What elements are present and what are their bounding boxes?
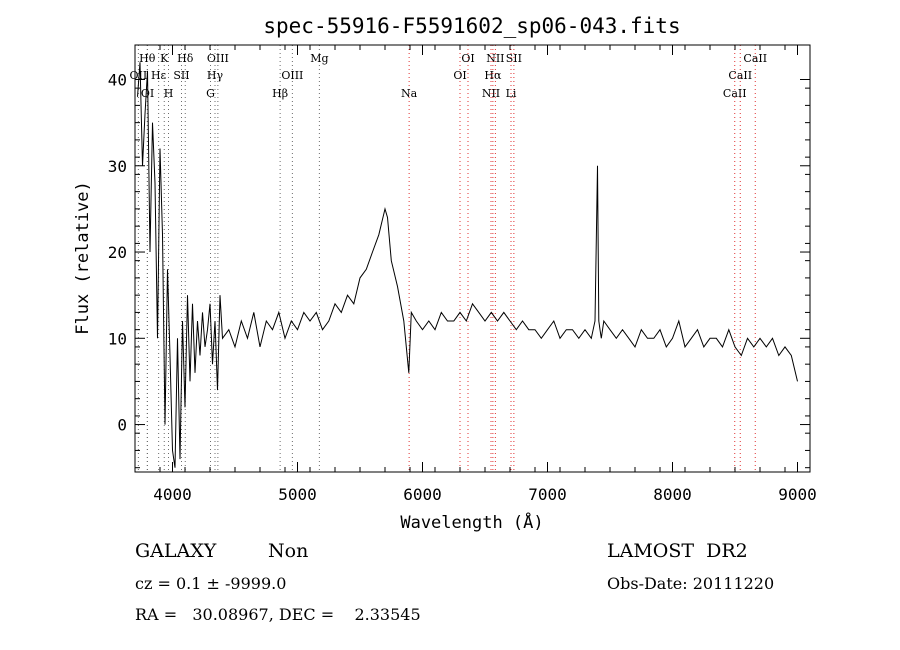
spectral-line-label: CaII xyxy=(743,52,767,65)
spectral-line-label: H xyxy=(164,87,174,100)
spectral-line-label: Li xyxy=(506,87,517,100)
spectral-line-label: K xyxy=(160,52,169,65)
y-axis-label: Flux (relative) xyxy=(73,181,93,335)
spectral-line-label: Hθ xyxy=(139,52,156,65)
series-layer xyxy=(137,62,798,468)
spectral-line-label: Hα xyxy=(484,69,502,82)
spectral-line-label: Mg xyxy=(310,52,328,65)
chart-title: spec-55916-F5591602_sp06-043.fits xyxy=(263,14,680,38)
spectral-line-label: Na xyxy=(401,87,418,100)
spectral-line-label: Hε xyxy=(151,69,167,82)
spectral-line-label: OIII xyxy=(281,69,303,82)
object-class: GALAXY xyxy=(135,540,217,562)
plot-frame xyxy=(134,44,811,473)
spectral-line-label: CaII xyxy=(728,69,752,82)
survey-name: LAMOST DR2 xyxy=(607,540,748,562)
spectral-line-label: NII xyxy=(482,87,500,100)
spectral-line-label: OI xyxy=(453,69,466,82)
y-tick-label: 10 xyxy=(108,329,127,348)
x-tick-label: 5000 xyxy=(278,485,317,504)
coordinates-readout: RA = 30.08967, DEC = 2.33545 xyxy=(135,605,421,624)
x-tick-label: 7000 xyxy=(528,485,567,504)
spectral-line-label: Hγ xyxy=(207,69,224,82)
spectral-line-label: CaII xyxy=(723,87,747,100)
spectral-line-label: SII xyxy=(173,69,189,82)
object-subclass: Non xyxy=(268,540,309,562)
spectral-line-label: NII xyxy=(486,52,504,65)
x-axis-label: Wavelength (Å) xyxy=(400,511,543,533)
x-tick-label: 4000 xyxy=(153,485,192,504)
spectral-line-label: OIII xyxy=(207,52,229,65)
y-tick-label: 30 xyxy=(108,157,127,176)
spectral-line-label: OI xyxy=(461,52,474,65)
x-tick-label: 8000 xyxy=(653,485,692,504)
spectrum-line xyxy=(137,62,798,468)
x-tick-label: 6000 xyxy=(403,485,442,504)
spectral-line-label: Hβ xyxy=(272,87,288,100)
spectral-line-label: SII xyxy=(506,52,522,65)
y-tick-label: 20 xyxy=(108,243,127,262)
redshift-readout: cz = 0.1 ± -9999.0 xyxy=(135,574,287,593)
spectral-line-label: OII xyxy=(130,69,148,82)
spectral-line-label: Hδ xyxy=(177,52,194,65)
y-tick-label: 40 xyxy=(108,71,127,90)
y-tick-label: 0 xyxy=(117,416,127,435)
spectral-line-label: G xyxy=(206,87,215,100)
axis-ticks-layer: 4000 5000 6000 7000 8000 9000 0 10 20 30 40 xyxy=(108,45,817,504)
x-tick-label: 9000 xyxy=(778,485,817,504)
observation-date: Obs-Date: 20111220 xyxy=(607,574,775,593)
